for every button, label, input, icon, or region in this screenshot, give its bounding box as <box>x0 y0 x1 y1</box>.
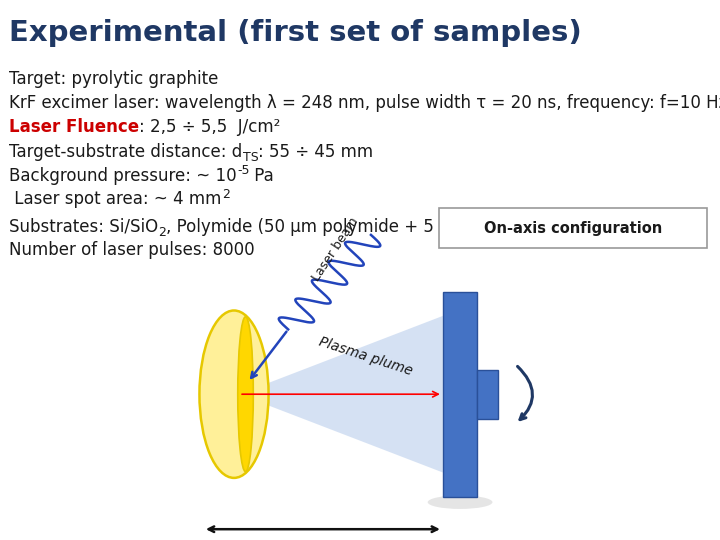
Text: : 55 ÷ 45 mm: : 55 ÷ 45 mm <box>258 143 374 160</box>
Text: On-axis configuration: On-axis configuration <box>484 221 662 235</box>
Ellipse shape <box>428 496 492 509</box>
Text: Pa: Pa <box>250 167 274 185</box>
Text: Experimental (first set of samples): Experimental (first set of samples) <box>9 19 582 47</box>
Text: Number of laser pulses: 8000: Number of laser pulses: 8000 <box>9 241 255 259</box>
Text: Background pressure: ~ 10: Background pressure: ~ 10 <box>9 167 237 185</box>
Ellipse shape <box>238 317 253 471</box>
Text: Target-substrate distance: d: Target-substrate distance: d <box>9 143 243 160</box>
Polygon shape <box>239 316 443 472</box>
Text: Plasma plume: Plasma plume <box>317 335 414 378</box>
Text: Laser Fluence: Laser Fluence <box>9 118 140 136</box>
Text: 2: 2 <box>222 187 230 201</box>
Bar <box>477 370 498 418</box>
Bar <box>443 292 477 497</box>
Text: KrF excimer laser: wavelength λ = 248 nm, pulse width τ = 20 ns, frequency: f=10: KrF excimer laser: wavelength λ = 248 nm… <box>9 94 720 112</box>
Text: Laser spot area: ~ 4 mm: Laser spot area: ~ 4 mm <box>9 190 222 208</box>
Text: Laser beam: Laser beam <box>310 215 361 284</box>
Text: , Polymide (50 μm polymide + 5 Cu μm): , Polymide (50 μm polymide + 5 Cu μm) <box>166 218 500 235</box>
Text: TS: TS <box>243 151 258 164</box>
Text: Target: pyrolytic graphite: Target: pyrolytic graphite <box>9 70 219 87</box>
FancyBboxPatch shape <box>439 208 707 248</box>
Text: : 2,5 ÷ 5,5  J/cm²: : 2,5 ÷ 5,5 J/cm² <box>140 118 281 136</box>
Text: 2: 2 <box>158 226 166 239</box>
Ellipse shape <box>199 310 269 478</box>
Text: Substrates: Si/SiO: Substrates: Si/SiO <box>9 218 158 235</box>
Text: -5: -5 <box>237 164 250 178</box>
